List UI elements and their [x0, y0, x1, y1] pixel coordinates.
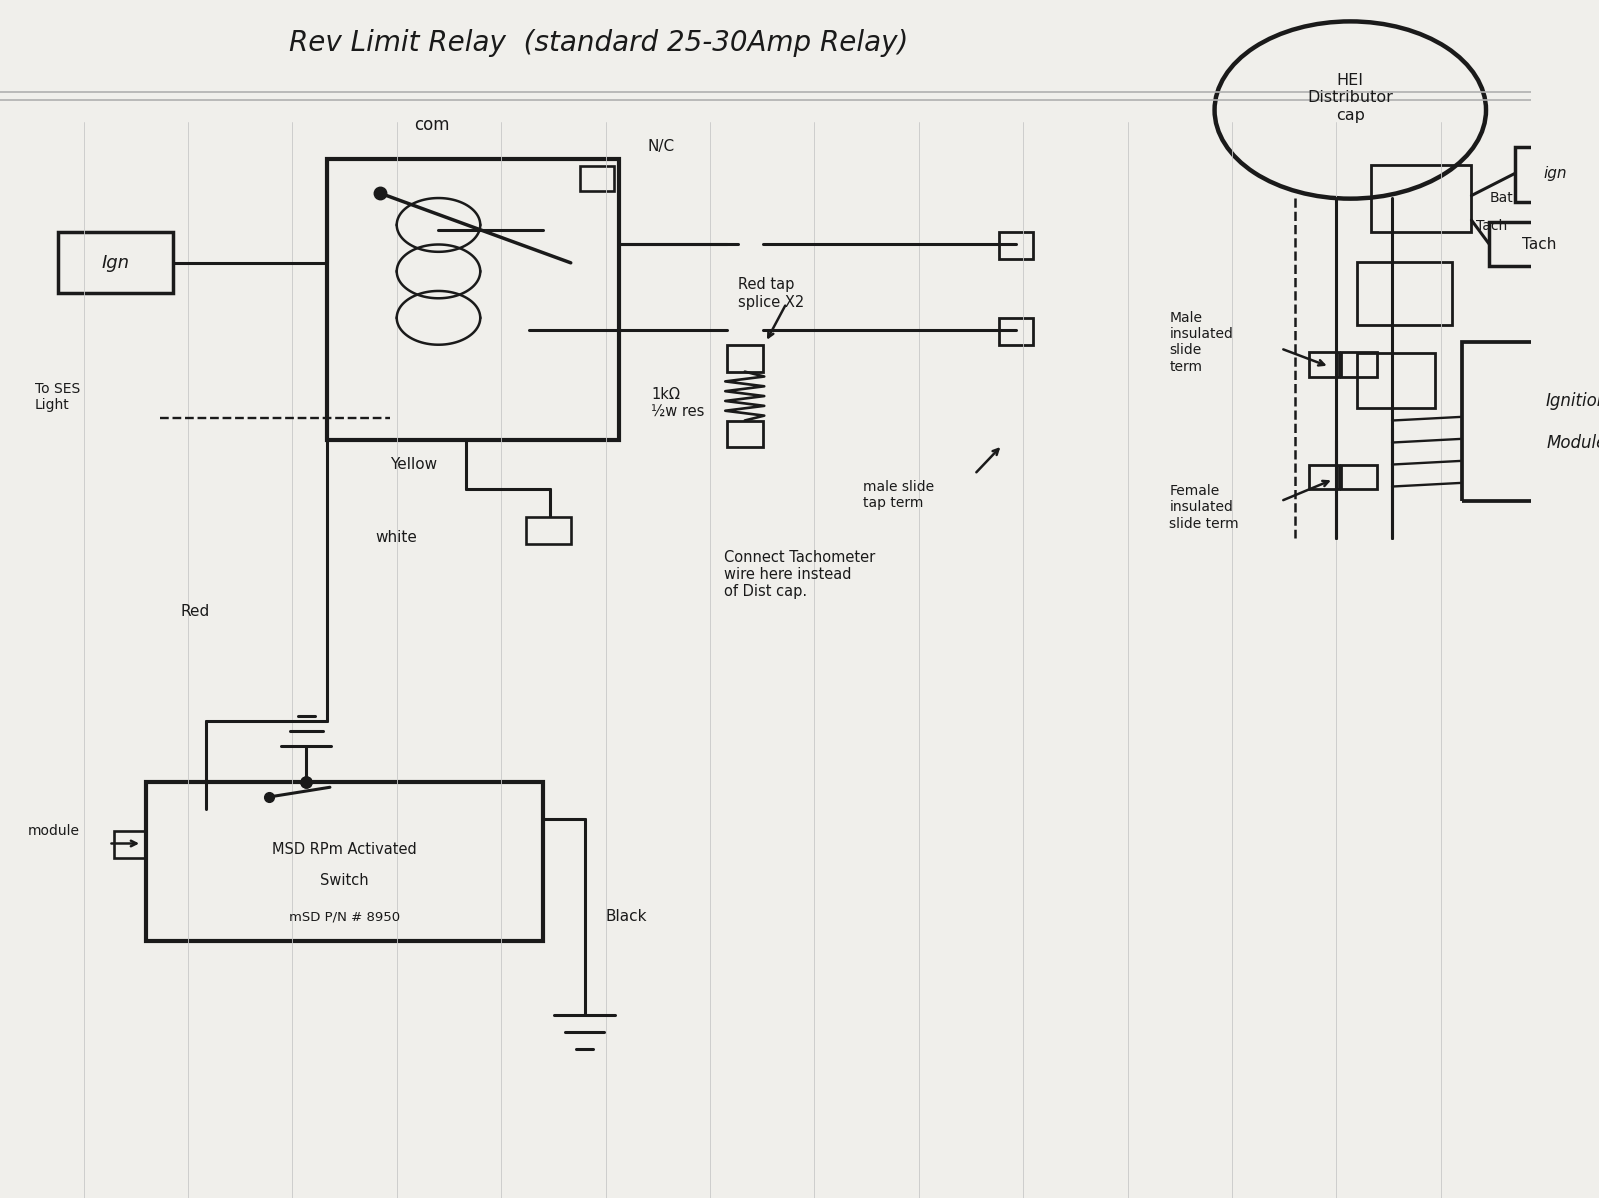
Text: Ign: Ign	[102, 254, 130, 272]
Bar	[1490, 223, 1589, 266]
Text: Female
insulated
slide term: Female insulated slide term	[1169, 484, 1239, 531]
Text: Red: Red	[181, 604, 209, 618]
Bar	[146, 782, 544, 942]
Text: Tach: Tach	[1476, 219, 1506, 234]
Bar	[999, 317, 1033, 345]
Text: Bat: Bat	[1490, 190, 1513, 205]
Text: Male
insulated
slide
term: Male insulated slide term	[1169, 311, 1233, 374]
Bar	[999, 232, 1033, 259]
Bar	[1340, 352, 1377, 376]
Text: Tach: Tach	[1522, 237, 1557, 252]
Text: To SES
Light: To SES Light	[35, 382, 80, 412]
Text: male slide
tap term: male slide tap term	[863, 480, 934, 510]
Text: com: com	[414, 116, 449, 134]
Text: Ignition: Ignition	[1545, 392, 1599, 410]
Text: Yellow: Yellow	[390, 456, 437, 472]
Bar	[328, 159, 619, 440]
Text: 1kΩ
½w res: 1kΩ ½w res	[651, 387, 705, 419]
Bar	[726, 345, 763, 371]
Bar	[1461, 343, 1599, 501]
Text: Rev Limit Relay  (standard 25-30Amp Relay): Rev Limit Relay (standard 25-30Amp Relay…	[289, 29, 908, 56]
Text: Black: Black	[606, 909, 648, 925]
Bar	[1372, 165, 1471, 232]
Bar	[526, 518, 571, 544]
Text: Connect Tachometer
wire here instead
of Dist cap.: Connect Tachometer wire here instead of …	[724, 550, 875, 599]
Text: MSD RPm Activated: MSD RPm Activated	[272, 842, 417, 857]
Bar	[1514, 146, 1596, 201]
Text: HEI
Distributor
cap: HEI Distributor cap	[1308, 73, 1393, 122]
Text: ign: ign	[1543, 167, 1567, 181]
Bar	[1358, 353, 1436, 409]
Text: Module: Module	[1546, 434, 1599, 452]
Text: white: white	[376, 531, 417, 545]
Text: Switch: Switch	[320, 872, 369, 888]
Bar	[1308, 352, 1338, 376]
Bar	[59, 232, 173, 294]
Bar	[114, 831, 146, 858]
Bar	[1308, 465, 1338, 489]
Bar	[726, 420, 763, 447]
Text: mSD P/N # 8950: mSD P/N # 8950	[289, 910, 400, 924]
Bar	[580, 167, 614, 190]
Text: Red tap
splice X2: Red tap splice X2	[737, 277, 804, 309]
Text: N/C: N/C	[648, 139, 675, 155]
Bar	[1340, 465, 1377, 489]
Text: module: module	[27, 824, 80, 839]
Bar	[1358, 261, 1452, 325]
